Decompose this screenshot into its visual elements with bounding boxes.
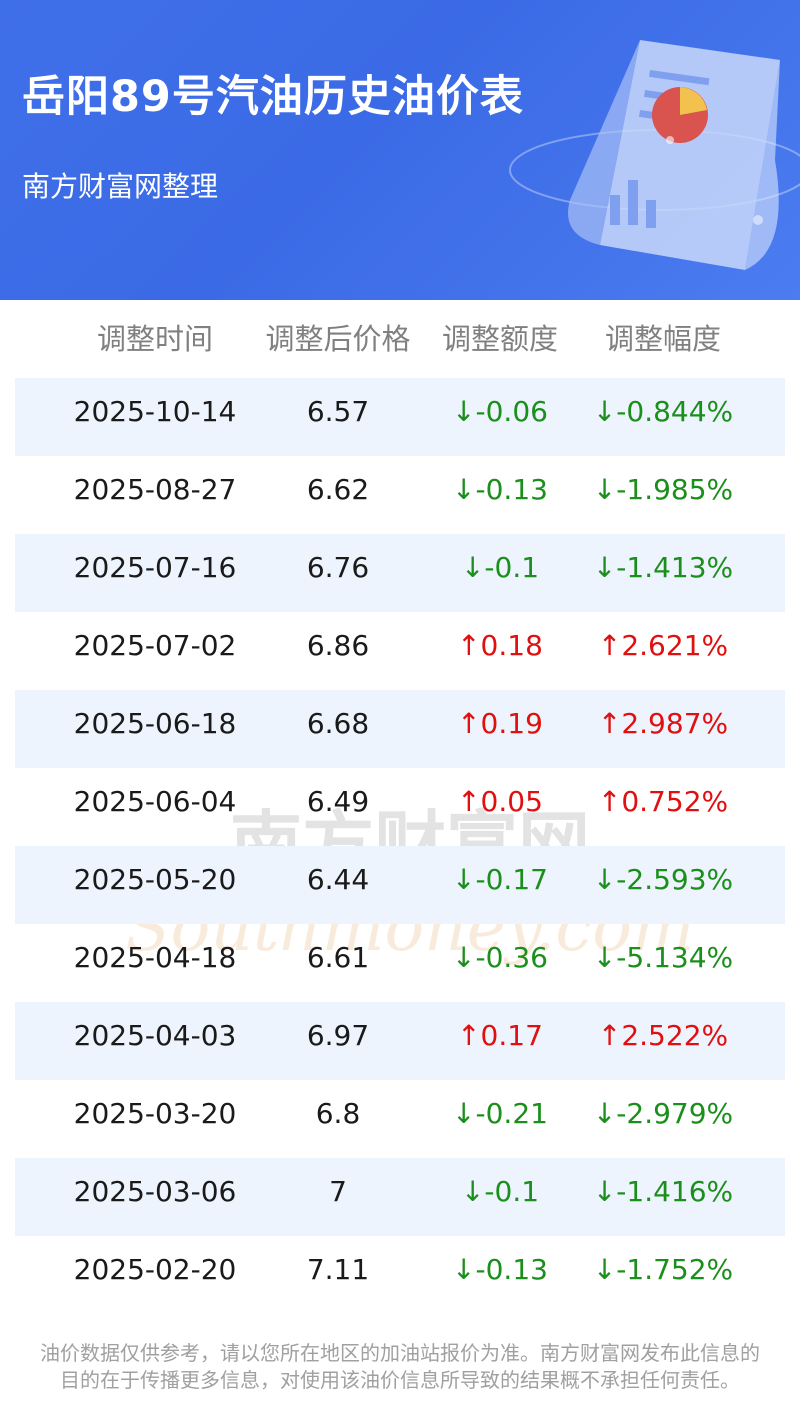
- disclaimer: 油价数据仅供参考，请以您所在地区的加油站报价为准。南方财富网发布此信息的 目的在…: [0, 1340, 800, 1394]
- cell-change: ↑0.17: [457, 1019, 543, 1052]
- cell-percent: ↓-1.752%: [592, 1253, 734, 1286]
- cell-change: ↑0.19: [457, 707, 543, 740]
- cell-percent: ↑2.621%: [597, 629, 729, 662]
- cell-change: ↓-0.13: [452, 1253, 548, 1286]
- cell-price: 6.49: [306, 785, 370, 818]
- cell-percent: ↓-2.593%: [592, 863, 734, 896]
- header-banner: 岳阳89号汽油历史油价表 南方财富网整理: [0, 0, 800, 300]
- cell-date: 2025-05-20: [73, 863, 237, 896]
- table-row: 2025-07-16 6.76 ↓-0.1 ↓-1.413%: [15, 534, 785, 612]
- table-row: 2025-10-14 6.57 ↓-0.06 ↓-0.844%: [15, 378, 785, 456]
- cell-price: 6.86: [306, 629, 370, 662]
- page-title: 岳阳89号汽油历史油价表: [22, 72, 524, 122]
- cell-price: 6.76: [306, 551, 370, 584]
- table-row: 2025-04-18 6.61 ↓-0.36 ↓-5.134%: [15, 924, 785, 1002]
- cell-percent: ↑2.522%: [597, 1019, 729, 1052]
- cell-change: ↓-0.06: [452, 395, 548, 428]
- cell-change: ↓-0.1: [460, 1175, 540, 1208]
- cell-percent: ↓-0.844%: [592, 395, 734, 428]
- cell-change: ↑0.18: [457, 629, 543, 662]
- column-header-price: 调整后价格: [265, 322, 411, 356]
- page-subtitle: 南方财富网整理: [22, 170, 219, 203]
- cell-date: 2025-07-16: [73, 551, 237, 584]
- cell-price: 7.11: [306, 1253, 370, 1286]
- table-row: 2025-06-18 6.68 ↑0.19 ↑2.987%: [15, 690, 785, 768]
- cell-date: 2025-03-06: [73, 1175, 237, 1208]
- cell-percent: ↓-1.985%: [592, 473, 734, 506]
- table-row: 2025-03-06 7 ↓-0.1 ↓-1.416%: [15, 1158, 785, 1236]
- cell-percent: ↓-2.979%: [592, 1097, 734, 1130]
- disclaimer-line-2: 目的在于传播更多信息，对使用该油价信息所导致的结果概不承担任何责任。: [60, 1368, 740, 1392]
- cell-change: ↓-0.17: [452, 863, 548, 896]
- price-table: 2025-10-14 6.57 ↓-0.06 ↓-0.844% 2025-08-27 6.…: [15, 378, 785, 1314]
- table-row: 2025-08-27 6.62 ↓-0.13 ↓-1.985%: [15, 456, 785, 534]
- cell-date: 2025-08-27: [73, 473, 237, 506]
- table-row: 2025-04-03 6.97 ↑0.17 ↑2.522%: [15, 1002, 785, 1080]
- table-row: 2025-06-04 6.49 ↑0.05 ↑0.752%: [15, 768, 785, 846]
- column-header-change: 调整额度: [441, 322, 559, 356]
- table-row: 2025-03-20 6.8 ↓-0.21 ↓-2.979%: [15, 1080, 785, 1158]
- cell-change: ↓-0.1: [460, 551, 540, 584]
- cell-price: 6.57: [306, 395, 370, 428]
- cell-date: 2025-04-18: [73, 941, 237, 974]
- report-document-illustration: [509, 40, 800, 270]
- cell-percent: ↑0.752%: [597, 785, 729, 818]
- disclaimer-line-1: 油价数据仅供参考，请以您所在地区的加油站报价为准。南方财富网发布此信息的: [40, 1341, 760, 1365]
- table-row: 2025-02-20 7.11 ↓-0.13 ↓-1.752%: [15, 1236, 785, 1314]
- cell-percent: ↑2.987%: [597, 707, 729, 740]
- cell-date: 2025-06-18: [73, 707, 237, 740]
- cell-percent: ↓-1.416%: [592, 1175, 734, 1208]
- cell-change: ↑0.05: [457, 785, 543, 818]
- cell-percent: ↓-1.413%: [592, 551, 734, 584]
- cell-change: ↓-0.36: [452, 941, 548, 974]
- column-headers: 调整时间 调整后价格 调整额度 调整幅度: [0, 300, 800, 378]
- cell-date: 2025-03-20: [73, 1097, 237, 1130]
- cell-change: ↓-0.13: [452, 473, 548, 506]
- column-header-percent: 调整幅度: [604, 322, 722, 356]
- cell-change: ↓-0.21: [452, 1097, 548, 1130]
- cell-date: 2025-06-04: [73, 785, 237, 818]
- cell-price: 6.62: [306, 473, 370, 506]
- cell-price: 6.61: [306, 941, 370, 974]
- table-row: 2025-05-20 6.44 ↓-0.17 ↓-2.593%: [15, 846, 785, 924]
- cell-date: 2025-04-03: [73, 1019, 237, 1052]
- cell-date: 2025-10-14: [73, 395, 237, 428]
- cell-date: 2025-07-02: [73, 629, 237, 662]
- table-row: 2025-07-02 6.86 ↑0.18 ↑2.621%: [15, 612, 785, 690]
- cell-price: 6.8: [315, 1097, 361, 1130]
- cell-price: 6.68: [306, 707, 370, 740]
- cell-price: 6.97: [306, 1019, 370, 1052]
- cell-price: 7: [329, 1175, 347, 1208]
- cell-percent: ↓-5.134%: [592, 941, 734, 974]
- cell-date: 2025-02-20: [73, 1253, 237, 1286]
- cell-price: 6.44: [306, 863, 370, 896]
- column-header-date: 调整时间: [96, 322, 214, 356]
